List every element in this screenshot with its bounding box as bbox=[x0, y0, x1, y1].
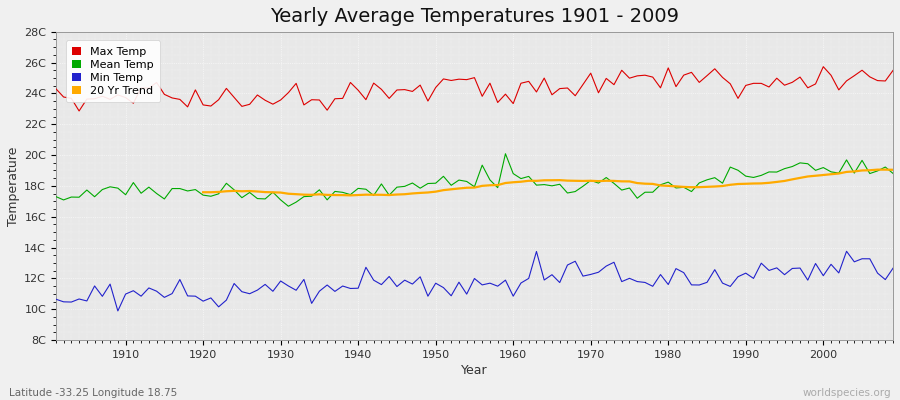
X-axis label: Year: Year bbox=[461, 364, 488, 377]
Text: Latitude -33.25 Longitude 18.75: Latitude -33.25 Longitude 18.75 bbox=[9, 388, 177, 398]
Legend: Max Temp, Mean Temp, Min Temp, 20 Yr Trend: Max Temp, Mean Temp, Min Temp, 20 Yr Tre… bbox=[66, 40, 160, 102]
Title: Yearly Average Temperatures 1901 - 2009: Yearly Average Temperatures 1901 - 2009 bbox=[270, 7, 679, 26]
Y-axis label: Temperature: Temperature bbox=[7, 146, 20, 226]
Text: worldspecies.org: worldspecies.org bbox=[803, 388, 891, 398]
